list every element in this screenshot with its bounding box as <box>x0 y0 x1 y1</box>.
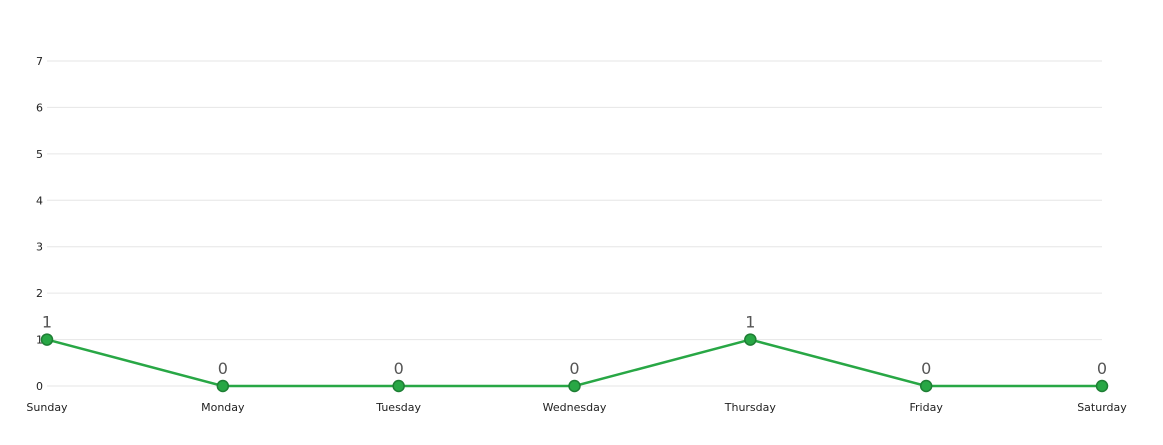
y-tick-label-0: 0 <box>36 380 43 393</box>
data-point-tuesday[interactable] <box>392 379 405 393</box>
data-label-thursday: 1 <box>745 313 755 332</box>
x-axis-tick-labels: Sunday Monday Tuesday Wednesday Thursday Frid… <box>26 401 1127 414</box>
data-label-monday: 0 <box>218 359 228 378</box>
x-tick-label-thursday: Thursday <box>724 401 777 414</box>
x-tick-label-tuesday: Tuesday <box>375 401 421 414</box>
y-tick-label-1: 1 <box>36 334 43 347</box>
y-tick-label-5: 5 <box>36 148 43 161</box>
series-layer <box>40 333 1109 393</box>
y-tick-label-2: 2 <box>36 287 43 300</box>
data-point-wednesday[interactable] <box>568 379 581 393</box>
data-point-monday[interactable] <box>216 379 230 393</box>
data-point-saturday[interactable] <box>1095 379 1109 393</box>
y-tick-label-4: 4 <box>36 194 43 207</box>
y-tick-label-6: 6 <box>36 101 43 114</box>
data-label-tuesday: 0 <box>394 359 404 378</box>
y-axis-tick-labels: 0 1 2 3 4 5 6 7 <box>36 55 43 393</box>
data-point-sunday[interactable] <box>40 333 54 346</box>
y-tick-label-7: 7 <box>36 55 43 68</box>
data-label-friday: 0 <box>921 359 931 378</box>
data-point-thursday[interactable] <box>744 333 757 346</box>
data-label-sunday: 1 <box>42 313 52 332</box>
data-point-friday[interactable] <box>919 379 933 393</box>
x-tick-label-sunday: Sunday <box>26 401 68 414</box>
y-tick-label-3: 3 <box>36 241 43 254</box>
data-label-wednesday: 0 <box>569 359 579 378</box>
grid-lines <box>47 60 1102 387</box>
data-label-saturday: 0 <box>1097 359 1107 378</box>
x-tick-label-friday: Friday <box>909 401 943 414</box>
x-tick-label-saturday: Saturday <box>1077 401 1127 414</box>
x-tick-label-wednesday: Wednesday <box>543 401 607 414</box>
x-tick-label-monday: Monday <box>201 401 245 414</box>
data-labels: 1 0 0 0 1 0 0 <box>42 313 1107 378</box>
